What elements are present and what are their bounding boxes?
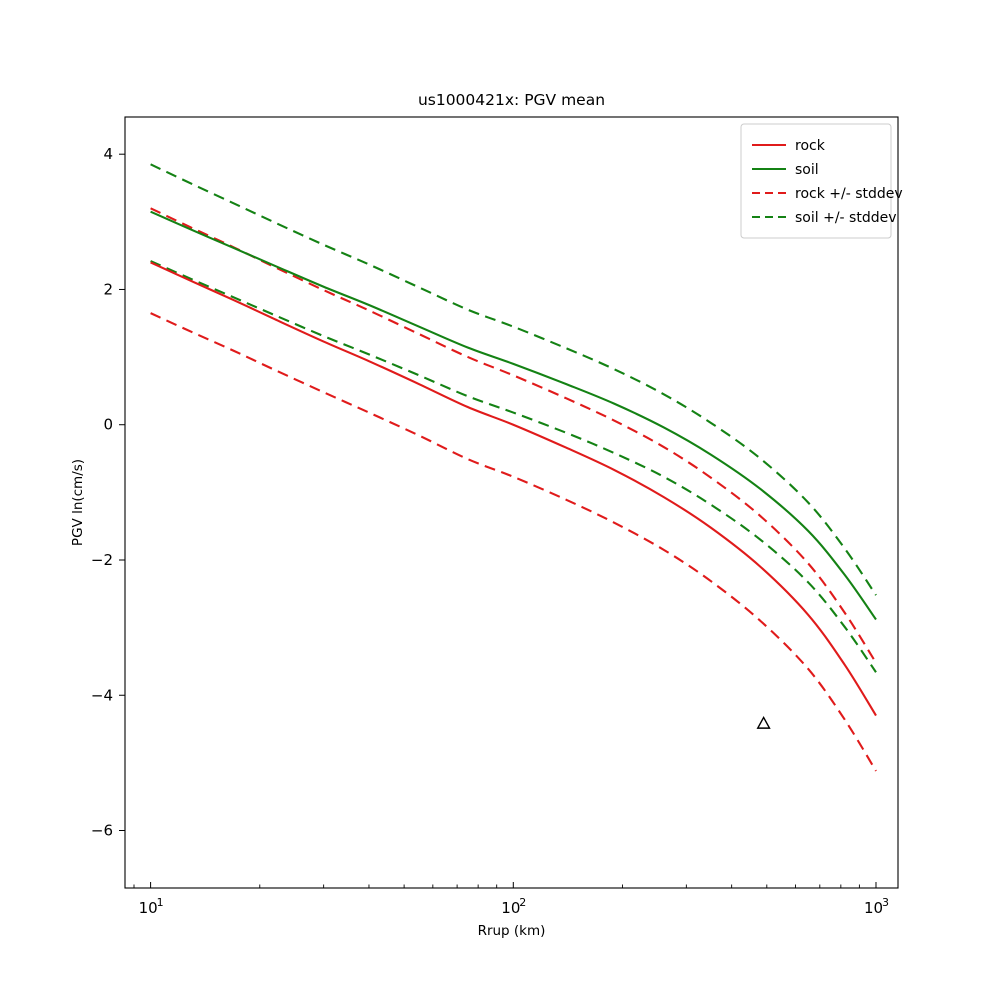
y-tick-label: −6 [91,822,113,840]
page-title: us1000421x: PGV mean [418,91,605,109]
x-tick-label: 10 [501,899,520,917]
y-tick-label: −4 [91,686,113,704]
curve-soil-stddev-lower [150,260,877,673]
y-axis-title: PGV ln(cm/s) [70,459,86,546]
x-axis-title: Rrup (km) [478,923,546,939]
x-tick-label-exponent: 3 [882,896,889,909]
x-tick-label: 10 [864,899,883,917]
legend-label-2[interactable]: rock +/- stddev [795,186,903,202]
curve-soil-stddev-upper [150,163,877,596]
legend-label-1[interactable]: soil [795,162,819,178]
legend-label-3[interactable]: soil +/- stddev [795,210,897,226]
y-tick-label: 0 [103,416,113,434]
y-tick-label: 4 [103,145,113,163]
legend-box [740,123,892,239]
y-tick-label: 2 [103,280,113,298]
x-tick-label-exponent: 2 [519,896,526,909]
x-tick-label: 10 [139,899,158,917]
curve-rock [150,261,877,717]
legend-label-0[interactable]: rock [795,138,826,154]
y-tick-label: −2 [91,551,113,569]
curve-soil [150,210,877,621]
plot-frame [124,116,899,889]
curve-rock-stddev-upper [150,207,877,664]
x-tick-label-exponent: 1 [157,896,164,909]
curve-rock-stddev-lower [150,312,877,772]
data-marker-observation[interactable] [756,716,771,729]
